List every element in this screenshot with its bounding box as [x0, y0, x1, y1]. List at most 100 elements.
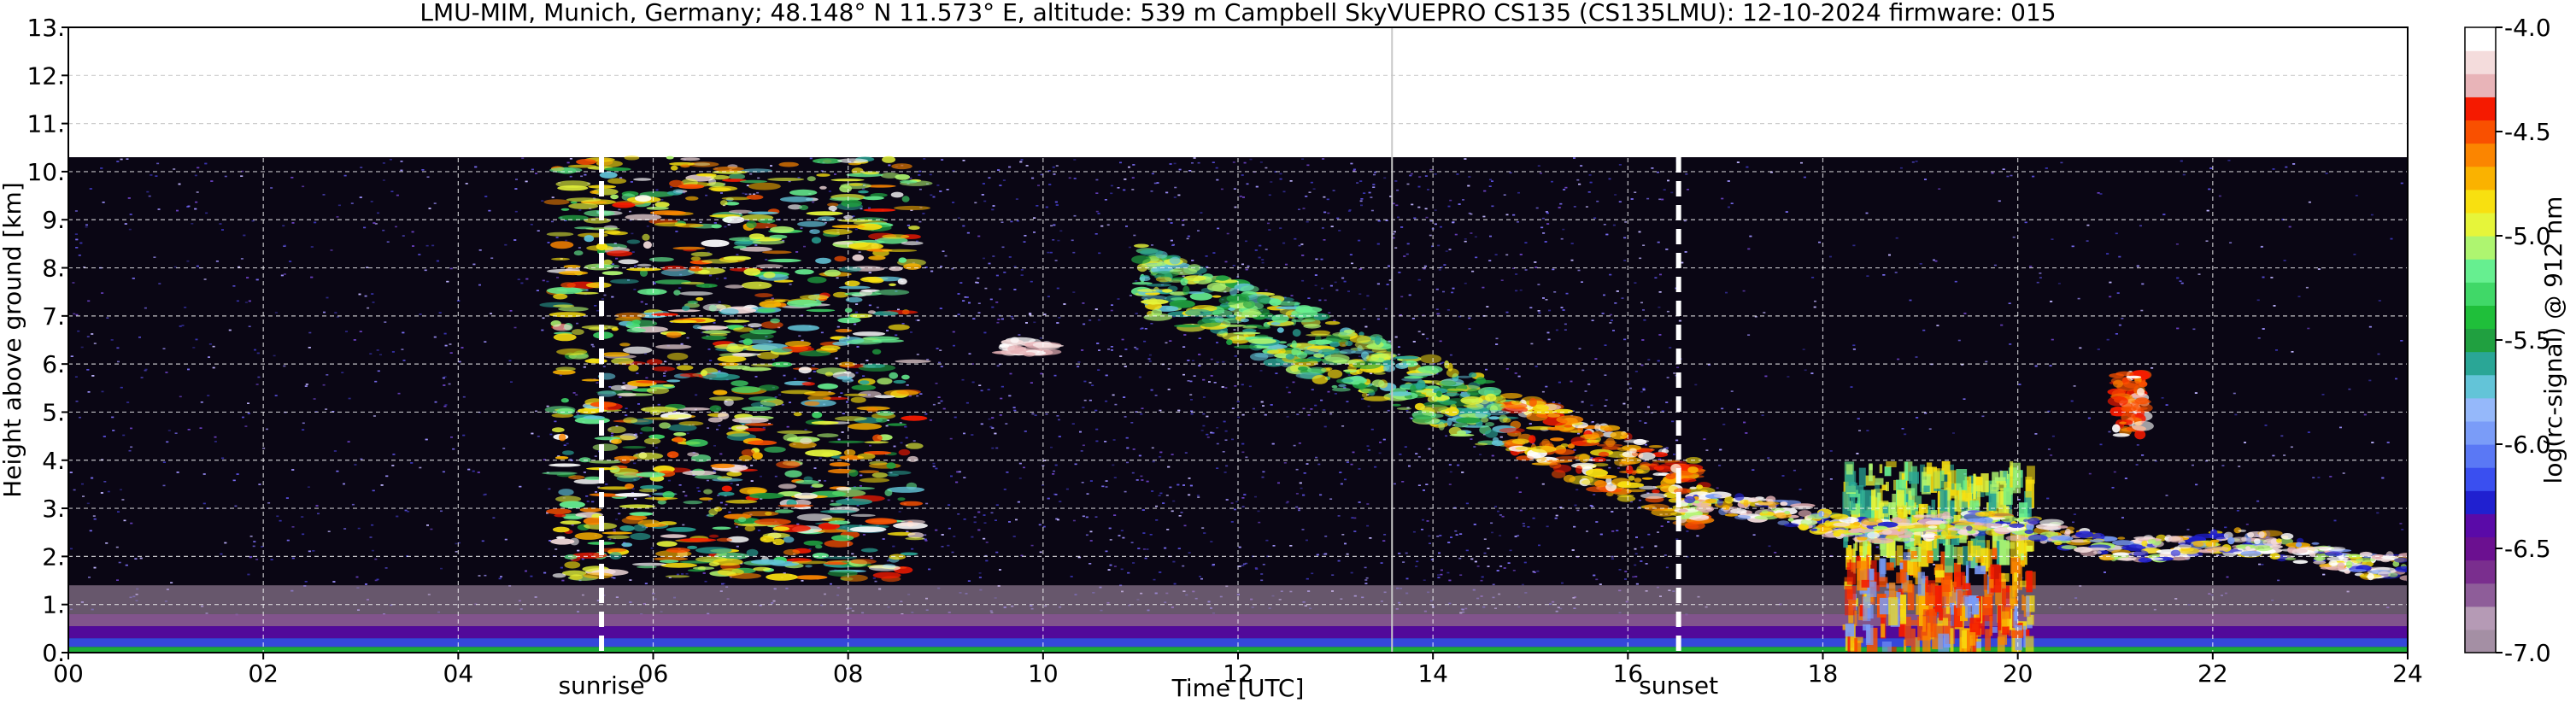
- noise-dot: [1117, 298, 1120, 300]
- noise-dot: [1392, 237, 1395, 239]
- noise-dot: [1558, 381, 1561, 384]
- noise-dot: [1587, 384, 1591, 385]
- noise-dot: [1400, 296, 1404, 298]
- noise-dot: [645, 377, 648, 379]
- noise-dot: [1639, 257, 1642, 260]
- noise-dot: [144, 369, 147, 372]
- noise-dot: [1512, 570, 1516, 571]
- noise-dot: [2006, 175, 2010, 178]
- noise-dot: [770, 165, 772, 167]
- noise-dot: [1030, 382, 1033, 384]
- noise-dot: [1686, 530, 1689, 532]
- noise-dot: [433, 202, 437, 204]
- noise-dot: [862, 375, 866, 377]
- noise-dot: [317, 513, 320, 515]
- noise-dot: [908, 395, 912, 397]
- noise-dot: [569, 175, 572, 178]
- noise-dot: [400, 161, 403, 162]
- noise-dot: [1112, 394, 1115, 396]
- noise-dot: [551, 196, 555, 198]
- noise-dot: [291, 526, 295, 528]
- noise-dot: [1182, 275, 1185, 278]
- noise-dot: [1630, 198, 1634, 200]
- noise-dot: [1298, 208, 1300, 210]
- noise-dot: [1165, 495, 1169, 496]
- noise-dot: [1434, 209, 1437, 211]
- noise-dot: [608, 386, 612, 388]
- noise-dot: [1289, 545, 1293, 547]
- noise-dot: [998, 288, 1001, 290]
- noise-dot: [1320, 258, 1323, 261]
- noise-dot: [1337, 560, 1341, 562]
- noise-dot: [2376, 512, 2379, 514]
- noise-dot: [382, 162, 385, 164]
- noise-dot: [835, 357, 838, 360]
- noise-dot: [2032, 175, 2035, 178]
- noise-dot: [1098, 349, 1100, 351]
- noise-dot: [1135, 348, 1139, 350]
- noise-dot: [158, 283, 161, 284]
- noise-dot: [812, 201, 815, 203]
- noise-dot: [1479, 454, 1482, 455]
- noise-dot: [521, 157, 525, 159]
- noise-dot: [1544, 241, 1547, 243]
- noise-dot: [377, 212, 379, 214]
- noise-dot: [1468, 328, 1471, 330]
- noise-dot: [1464, 238, 1467, 240]
- noise-dot: [1928, 428, 1932, 430]
- noise-dot: [788, 180, 791, 183]
- noise-dot: [1468, 176, 1471, 178]
- noise-dot: [1451, 291, 1454, 294]
- noise-dot: [1197, 161, 1200, 164]
- noise-dot: [771, 297, 774, 300]
- noise-dot: [1279, 178, 1282, 180]
- noise-dot: [893, 445, 896, 448]
- noise-dot: [571, 524, 574, 526]
- noise-dot: [1519, 509, 1523, 512]
- noise-dot: [818, 479, 821, 482]
- noise-dot: [951, 267, 954, 270]
- noise-dot: [302, 533, 305, 536]
- noise-dot: [1033, 321, 1036, 324]
- noise-dot: [530, 575, 533, 577]
- noise-dot: [962, 300, 965, 302]
- noise-dot: [1110, 185, 1113, 187]
- noise-dot: [898, 511, 901, 513]
- noise-dot: [1350, 162, 1353, 165]
- noise-dot: [2002, 168, 2005, 170]
- noise-dot: [1111, 349, 1113, 351]
- noise-dot: [1119, 355, 1123, 357]
- noise-dot: [1023, 466, 1025, 469]
- noise-dot: [1105, 400, 1108, 402]
- noise-dot: [2308, 201, 2311, 203]
- noise-dot: [1255, 568, 1259, 570]
- noise-dot: [1002, 179, 1006, 181]
- noise-dot: [581, 558, 584, 560]
- noise-dot: [130, 446, 133, 448]
- noise-dot: [1559, 507, 1563, 508]
- noise-dot: [1254, 495, 1257, 498]
- noise-dot: [1366, 503, 1370, 505]
- noise-dot: [1030, 544, 1034, 547]
- noise-dot: [238, 266, 241, 268]
- noise-dot: [1800, 517, 1804, 519]
- noise-dot: [1299, 482, 1302, 484]
- noise-dot: [697, 490, 701, 492]
- noise-dot: [1468, 317, 1471, 319]
- noise-dot: [391, 351, 395, 353]
- noise-dot: [555, 237, 559, 238]
- noise-dot: [1104, 441, 1107, 442]
- noise-dot: [868, 272, 871, 273]
- noise-dot: [1301, 158, 1305, 160]
- noise-dot: [1187, 380, 1190, 382]
- noise-dot: [2018, 384, 2021, 385]
- noise-dot: [1068, 177, 1071, 179]
- noise-dot: [789, 401, 791, 403]
- noise-dot: [1323, 409, 1326, 411]
- noise-dot: [1405, 253, 1409, 255]
- noise-dot: [1338, 230, 1341, 231]
- noise-dot: [1499, 565, 1503, 567]
- noise-dot: [854, 311, 858, 313]
- noise-dot: [530, 224, 533, 226]
- noise-dot: [156, 162, 160, 165]
